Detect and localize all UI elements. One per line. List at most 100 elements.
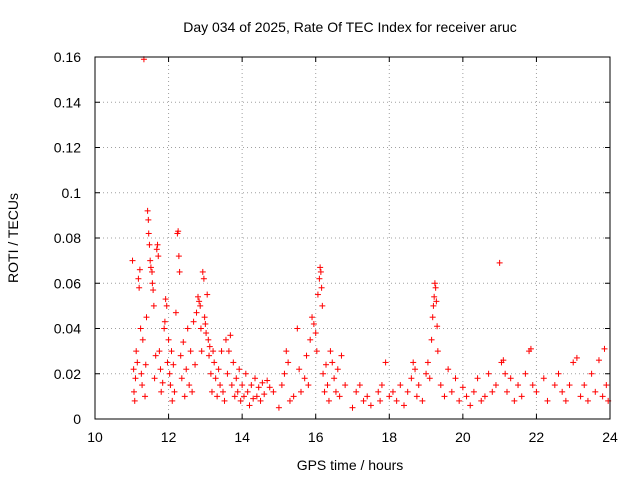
data-point xyxy=(428,336,435,343)
data-point xyxy=(136,266,143,273)
data-point xyxy=(601,345,608,352)
data-point xyxy=(301,375,308,382)
data-point xyxy=(184,325,191,332)
chart-title: Day 034 of 2025, Rate Of TEC Index for r… xyxy=(183,19,517,35)
data-point xyxy=(181,393,188,400)
data-point xyxy=(433,298,440,305)
axis-ticks xyxy=(94,56,611,420)
data-point xyxy=(248,382,255,389)
data-point xyxy=(150,287,157,294)
data-point xyxy=(153,246,160,253)
data-point xyxy=(286,397,293,404)
data-point xyxy=(360,397,367,404)
data-point xyxy=(186,382,193,389)
data-point xyxy=(502,370,509,377)
data-point xyxy=(429,314,436,321)
data-point xyxy=(570,359,577,366)
data-point xyxy=(200,275,207,282)
data-point xyxy=(250,395,257,402)
data-point xyxy=(135,275,142,282)
data-point xyxy=(244,388,251,395)
data-point xyxy=(152,352,159,359)
data-point xyxy=(386,393,393,400)
data-point xyxy=(246,402,253,409)
data-point xyxy=(434,348,441,355)
data-point xyxy=(257,397,264,404)
data-point xyxy=(310,320,317,327)
data-point xyxy=(206,352,213,359)
grid-lines xyxy=(95,57,610,419)
data-point xyxy=(155,253,162,260)
data-point xyxy=(158,388,165,395)
data-point xyxy=(294,325,301,332)
x-tick-label: 10 xyxy=(87,429,103,445)
data-point xyxy=(230,359,237,366)
data-point xyxy=(130,366,137,373)
data-point xyxy=(382,359,389,366)
data-point xyxy=(222,336,229,343)
data-point xyxy=(507,375,514,382)
data-point xyxy=(485,370,492,377)
data-point xyxy=(220,388,227,395)
data-point xyxy=(448,388,455,395)
data-point xyxy=(303,352,310,359)
data-point xyxy=(332,388,339,395)
data-point xyxy=(161,325,168,332)
data-point xyxy=(261,391,268,398)
data-point xyxy=(309,314,316,321)
x-tick-label: 16 xyxy=(308,429,324,445)
data-point xyxy=(162,296,169,303)
data-point xyxy=(218,348,225,355)
data-point xyxy=(327,348,334,355)
data-point xyxy=(424,359,431,366)
data-point xyxy=(167,382,174,389)
data-point xyxy=(342,382,349,389)
data-point xyxy=(228,382,235,389)
data-points xyxy=(129,56,612,411)
data-point xyxy=(255,384,262,391)
data-point xyxy=(437,382,444,389)
data-point xyxy=(180,339,187,346)
data-point xyxy=(595,357,602,364)
data-point xyxy=(144,207,151,214)
y-tick-label: 0.08 xyxy=(54,230,81,246)
data-point xyxy=(317,264,324,271)
data-point xyxy=(145,230,152,237)
data-point xyxy=(143,314,150,321)
data-point xyxy=(566,382,573,389)
data-point xyxy=(515,382,522,389)
data-point xyxy=(408,375,415,382)
data-point xyxy=(356,382,363,389)
x-tick-label: 24 xyxy=(602,429,618,445)
data-point xyxy=(150,302,157,309)
data-point xyxy=(202,320,209,327)
data-point xyxy=(278,382,285,389)
data-point xyxy=(419,397,426,404)
data-point xyxy=(240,393,247,400)
data-point xyxy=(298,388,304,395)
data-point xyxy=(178,375,185,382)
data-point xyxy=(324,382,331,389)
data-point xyxy=(275,404,282,411)
data-point xyxy=(377,397,384,404)
data-point xyxy=(198,348,205,355)
y-tick-label: 0.02 xyxy=(54,366,81,382)
data-point xyxy=(156,348,163,355)
data-point xyxy=(430,302,437,309)
data-point xyxy=(129,257,136,264)
data-point xyxy=(592,388,599,395)
data-point xyxy=(555,370,562,377)
data-point xyxy=(329,359,336,366)
data-point xyxy=(237,397,244,404)
data-point xyxy=(208,388,215,395)
data-point xyxy=(168,348,175,355)
data-point xyxy=(500,357,507,364)
y-tick-label: 0.1 xyxy=(62,185,82,201)
y-tick-label: 0.06 xyxy=(54,275,81,291)
data-point xyxy=(154,241,161,248)
data-point xyxy=(401,402,407,409)
data-point xyxy=(456,397,463,404)
data-point xyxy=(204,291,211,298)
data-point xyxy=(239,382,246,389)
data-point xyxy=(313,348,320,355)
